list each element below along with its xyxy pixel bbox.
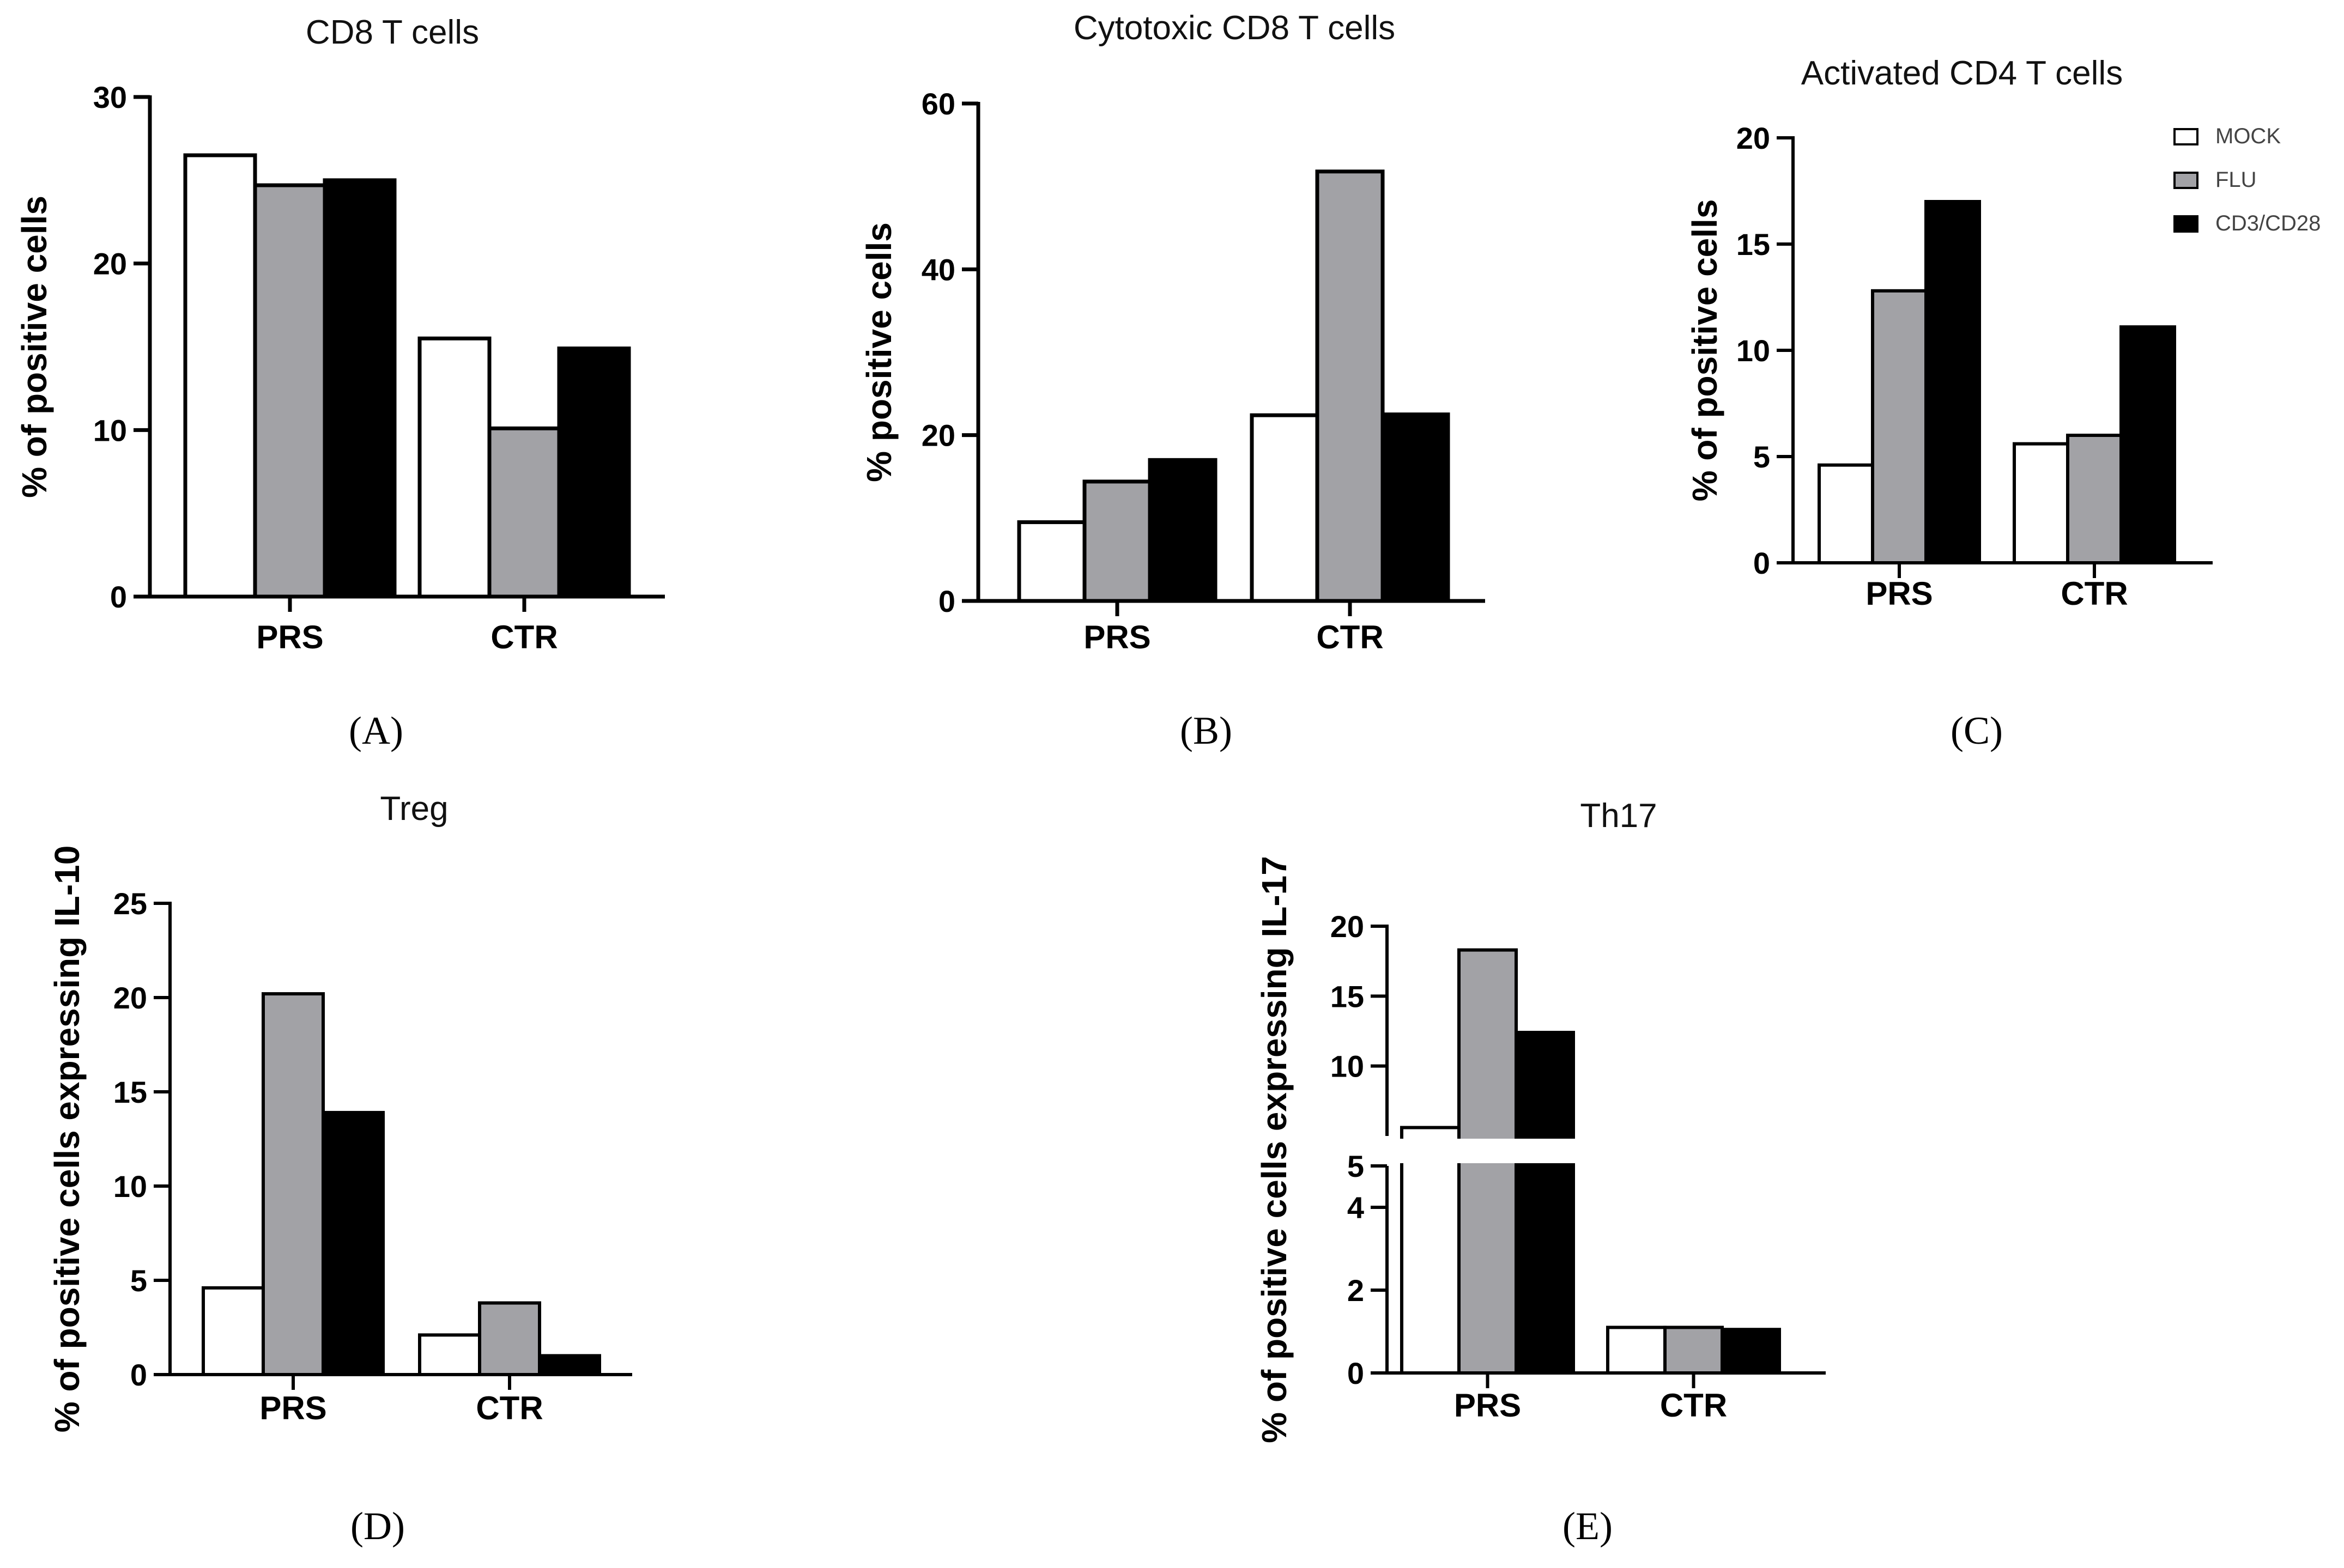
y-tick-label: 0: [1347, 1356, 1364, 1390]
panel-label: (C): [1951, 709, 2003, 752]
bar-cd3-cd28-prs: [1924, 200, 1981, 564]
chart-e: Th17 % of positive cells expressing IL-17…: [1255, 797, 1826, 1548]
y-tick-label: 5: [1347, 1149, 1364, 1183]
legend-label: MOCK: [2215, 124, 2281, 148]
panel-label: (B): [1180, 709, 1232, 752]
x-tick-label: PRS: [1454, 1387, 1521, 1424]
panel-label: (D): [350, 1504, 405, 1548]
y-tick-label: 25: [113, 886, 147, 921]
bar-mock-ctr: [1250, 413, 1319, 603]
bar-mock-prs: [202, 1286, 265, 1377]
x-tick-label: CTR: [1316, 619, 1383, 655]
y-tick-label: 5: [130, 1263, 147, 1298]
x-tick-label: PRS: [1083, 619, 1150, 655]
x-tick-label: PRS: [1865, 575, 1933, 612]
bar-flu-prs: [262, 992, 325, 1376]
bar-mock-ctr: [2013, 442, 2069, 564]
y-tick-label: 10: [1330, 1049, 1364, 1084]
y-axis-label: % positive cells: [859, 222, 899, 482]
panel-label: (A): [349, 709, 403, 752]
axis-break-gap: [1365, 1139, 1610, 1163]
y-tick-label: 20: [922, 418, 955, 453]
y-tick-label: 4: [1347, 1190, 1364, 1225]
legend-label: FLU: [2215, 168, 2257, 192]
bar-mock-ctr: [1606, 1326, 1667, 1375]
y-tick-label: 15: [113, 1075, 147, 1109]
y-axis-label: % of positive cells expressing IL-17: [1255, 856, 1294, 1443]
bar-cd3-cd28-ctr: [557, 347, 631, 599]
legend-swatch-cd3-cd28: [2173, 215, 2198, 233]
bar-cd3-cd28-ctr: [1721, 1328, 1781, 1375]
y-tick-label: 0: [1753, 546, 1770, 580]
bar-cd3-cd28-ctr: [538, 1354, 601, 1376]
y-tick-label: 15: [1736, 227, 1770, 262]
bar-flu-ctr: [1663, 1326, 1724, 1375]
y-tick-label: 0: [938, 584, 955, 618]
y-tick-label: 20: [1736, 121, 1770, 155]
y-tick-label: 20: [1330, 909, 1364, 944]
y-tick-label: 5: [1753, 440, 1770, 474]
chart-title: Treg: [380, 790, 448, 828]
y-tick-label: 10: [113, 1169, 147, 1204]
bar-mock-prs: [1400, 1126, 1461, 1375]
chart-b: Cytotoxic CD8 T cells % positive cells (B)…: [859, 9, 1485, 752]
chart-d: Treg % of positive cells expressing IL-10…: [47, 790, 632, 1548]
bar-cd3-cd28-ctr: [1380, 412, 1450, 603]
bar-flu-prs: [1082, 479, 1152, 603]
bar-cd3-cd28-prs: [1148, 458, 1218, 603]
chart-title: Th17: [1580, 797, 1657, 835]
bar-flu-ctr: [487, 426, 561, 599]
bar-flu-prs: [1871, 289, 1928, 564]
y-tick-label: 20: [113, 981, 147, 1015]
bar-cd3-cd28-prs: [322, 1111, 385, 1377]
legend-swatch-mock: [2173, 128, 2198, 145]
bar-mock-ctr: [417, 336, 492, 599]
y-tick-label: 10: [93, 413, 127, 447]
y-tick-label: 0: [110, 580, 127, 614]
y-tick-label: 2: [1347, 1273, 1364, 1308]
x-tick-label: PRS: [256, 619, 323, 655]
x-tick-label: CTR: [1660, 1387, 1727, 1424]
y-tick-label: 20: [93, 247, 127, 281]
bar-cd3-cd28-prs: [1515, 1031, 1575, 1375]
chart-a: CD8 T cells % of positive cells (A) 0 10 20 30…: [15, 14, 665, 752]
y-tick-label: 40: [922, 252, 955, 287]
y-tick-label: 10: [1736, 333, 1770, 368]
y-tick-label: 15: [1330, 979, 1364, 1013]
y-tick-label: 0: [130, 1358, 147, 1392]
x-tick-label: CTR: [490, 619, 558, 655]
bar-mock-ctr: [418, 1333, 481, 1377]
x-tick-label: CTR: [476, 1390, 543, 1426]
bar-flu-ctr: [2066, 434, 2123, 564]
chart-title: Cytotoxic CD8 T cells: [1074, 9, 1395, 47]
y-axis-label: % of positive cells expressing IL-10: [47, 846, 87, 1433]
chart-title: CD8 T cells: [306, 14, 479, 51]
y-tick-label: 60: [922, 87, 955, 121]
bar-mock-prs: [183, 153, 257, 599]
bar-mock-prs: [1818, 463, 1874, 564]
legend: MOCK FLU CD3/CD28: [2173, 124, 2321, 235]
legend-label: CD3/CD28: [2215, 211, 2321, 235]
bar-flu-prs: [253, 183, 327, 599]
chart-title: Activated CD4 T cells: [1801, 54, 2123, 92]
bar-mock-prs: [1017, 520, 1087, 603]
y-axis-label: % of positive cells: [15, 196, 54, 498]
bar-cd3-cd28-prs: [323, 178, 397, 599]
x-tick-label: CTR: [2061, 575, 2128, 612]
bar-flu-ctr: [1315, 169, 1385, 603]
legend-swatch-flu: [2173, 172, 2198, 189]
bar-cd3-cd28-ctr: [2119, 325, 2176, 564]
x-tick-label: PRS: [259, 1390, 326, 1426]
bar-flu-ctr: [478, 1301, 541, 1377]
y-axis-label: % of positive cells: [1685, 199, 1724, 502]
panel-label: (E): [1562, 1504, 1613, 1548]
chart-c: Activated CD4 T cells % of positive cells…: [1685, 54, 2213, 752]
y-tick-label: 30: [93, 80, 127, 114]
